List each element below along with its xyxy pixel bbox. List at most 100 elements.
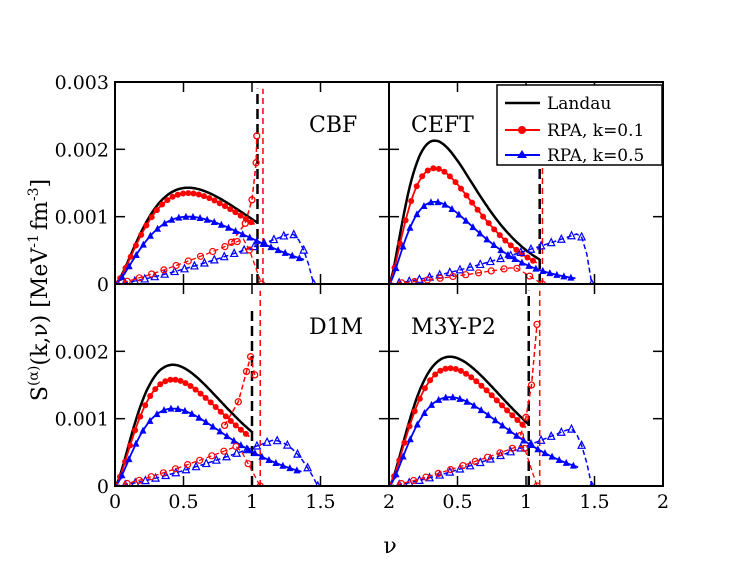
legend-marker-rpa01 [518, 126, 526, 134]
rpa05-tail-marker [259, 237, 269, 247]
rpa05-tail-marker [293, 448, 302, 458]
rpa05-marker [435, 395, 443, 403]
rpa05-marker [217, 220, 225, 228]
rpa05-marker [153, 410, 161, 418]
landau-curve [389, 139, 541, 284]
rpa05-tail-marker [242, 444, 252, 454]
rpa01-tail-marker [520, 444, 529, 452]
rpa01-marker [513, 246, 520, 253]
rpa05-marker [118, 273, 126, 281]
landau-curve [115, 363, 253, 486]
rpa01-tail-marker [533, 482, 541, 486]
rpa05-marker [442, 393, 450, 401]
rpa05-marker [456, 394, 464, 402]
rpa01-tail-marker [508, 444, 516, 452]
legend-label-landau: Landau [547, 94, 611, 114]
rpa05-marker [224, 223, 232, 231]
rpa01-marker [437, 367, 444, 374]
rpa01-tail-marker [398, 279, 406, 284]
rpa05-tail-marker [567, 423, 576, 433]
rpa01-tail-marker [233, 238, 241, 246]
rpa05-marker [520, 436, 528, 444]
rpa01-tail-marker [172, 261, 180, 270]
rpa01-marker [242, 430, 249, 437]
rpa05-marker [413, 210, 421, 218]
rpa01-tail-marker [232, 442, 240, 451]
panel-curves [115, 290, 321, 486]
rpa05-tail-marker [516, 247, 526, 257]
rpa01-marker [167, 376, 174, 383]
x-tick-label: 2 [657, 491, 669, 513]
rpa05-marker [253, 236, 261, 244]
rpa01-tail-marker [123, 277, 131, 284]
rpa01-marker [162, 378, 169, 385]
rpa05-marker [434, 198, 442, 206]
rpa01-marker [195, 191, 202, 198]
y-tick-label: 0.003 [55, 72, 109, 94]
rpa01-tail-marker [258, 280, 266, 284]
rpa05-marker [160, 406, 168, 414]
rpa05-marker [161, 219, 169, 227]
y-tick-label: 0.002 [55, 139, 109, 161]
rpa05-marker [553, 270, 561, 278]
rpa01-tail-marker [459, 462, 467, 470]
rpa05-tail-marker [577, 439, 587, 449]
rpa05-tail-marker [181, 464, 191, 474]
rpa01-spike-curve [223, 356, 256, 426]
rpa01-marker [524, 254, 531, 261]
rpa01-marker [496, 232, 503, 239]
panel-curves [389, 290, 595, 486]
rpa01-marker [159, 201, 166, 208]
rpa05-tail-marker [279, 230, 289, 240]
rpa01-marker [473, 378, 480, 385]
rpa01-marker [132, 427, 139, 434]
rpa01-marker [206, 195, 213, 202]
rpa05-marker [399, 452, 407, 460]
rpa01-spike-marker [253, 132, 261, 140]
rpa01-marker [197, 390, 204, 397]
rpa05-marker [511, 254, 519, 262]
rpa05-marker [139, 240, 147, 248]
rpa01-tail-marker [244, 460, 252, 468]
rpa05-tail-marker [161, 470, 171, 480]
rpa01-marker [413, 183, 420, 190]
rpa01-spike-marker [246, 353, 255, 361]
rpa05-tail-marker [455, 264, 465, 274]
rpa05-marker [532, 264, 540, 272]
rpa01-tail-marker [462, 271, 470, 279]
rpa01-tail-curve [389, 445, 538, 486]
rpa01-marker [143, 222, 150, 229]
rpa05-tail-marker [299, 244, 309, 254]
rpa05-tail-marker [232, 447, 242, 457]
rpa01-tail-marker [196, 252, 205, 260]
rpa05-marker [513, 431, 521, 439]
rpa05-tail-marker [229, 248, 239, 258]
rpa01-marker [452, 179, 459, 186]
rpa01-tail-curve [389, 267, 543, 284]
rpa05-marker [195, 413, 203, 421]
rpa05-marker [477, 406, 485, 414]
y-label-end: ] [28, 179, 53, 188]
rpa05-marker [441, 200, 449, 208]
panel-m3y-p2: M3Y-P2 [388, 283, 664, 487]
x-tick-label: 1.5 [579, 491, 609, 513]
rpa01-marker [463, 192, 470, 199]
rpa05-marker [427, 198, 435, 206]
rpa05-tail-marker [496, 253, 505, 263]
rpa05-marker [246, 233, 254, 241]
rpa01-marker [491, 226, 498, 233]
rpa05-tail-marker [475, 259, 485, 269]
rpa05-tail-marker [536, 240, 546, 250]
rpa05-marker [548, 452, 556, 460]
rpa01-marker [232, 422, 239, 429]
rpa05-marker [239, 230, 247, 238]
rpa05-tail-marker [209, 254, 219, 264]
x-tick-label: 1.5 [305, 491, 335, 513]
rpa01-marker [142, 402, 149, 409]
rpa01-marker [424, 167, 431, 174]
rpa01-tail-marker [434, 469, 442, 477]
rpa05-tail-marker [140, 273, 150, 283]
rpa01-marker [227, 418, 234, 424]
rpa01-marker [507, 242, 514, 249]
rpa05-marker [567, 273, 575, 281]
